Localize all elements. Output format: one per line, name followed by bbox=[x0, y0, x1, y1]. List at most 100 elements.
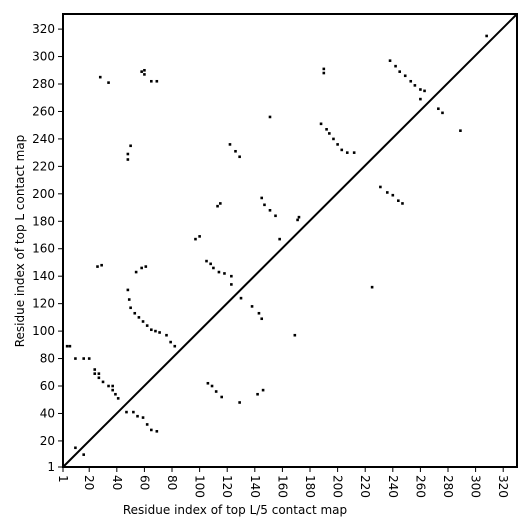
contact-point bbox=[97, 376, 101, 380]
y-tick-label: 320 bbox=[32, 22, 55, 36]
contact-point bbox=[140, 70, 143, 73]
contact-point bbox=[100, 263, 103, 267]
contact-point bbox=[230, 283, 233, 286]
contact-point bbox=[220, 395, 223, 399]
contact-point bbox=[150, 79, 153, 83]
contact-point bbox=[370, 285, 374, 289]
contact-point bbox=[143, 73, 146, 76]
contact-point bbox=[459, 129, 462, 132]
contact-point bbox=[74, 357, 77, 360]
x-tick-label: 200 bbox=[331, 475, 345, 498]
contact-point bbox=[194, 237, 197, 241]
contact-point bbox=[219, 202, 222, 205]
contact-point bbox=[93, 368, 97, 371]
contact-point bbox=[82, 357, 85, 360]
contact-point bbox=[419, 97, 422, 101]
contact-point bbox=[150, 428, 153, 432]
contact-point bbox=[165, 333, 168, 337]
contact-point bbox=[214, 390, 218, 393]
y-tick-label: 1 bbox=[47, 460, 55, 474]
contact-point bbox=[125, 410, 128, 414]
x-tick-label: 40 bbox=[110, 475, 124, 490]
contact-point bbox=[394, 64, 397, 68]
contact-point bbox=[129, 144, 132, 148]
contact-point bbox=[238, 155, 241, 159]
contact-point bbox=[239, 296, 243, 300]
contact-point bbox=[145, 324, 149, 327]
contact-point bbox=[263, 203, 266, 207]
contact-point bbox=[260, 317, 264, 321]
contact-point bbox=[65, 344, 69, 348]
contact-point bbox=[322, 67, 326, 71]
contact-point bbox=[332, 137, 335, 141]
contact-point bbox=[403, 74, 407, 78]
contact-point bbox=[205, 259, 208, 263]
y-tick-label: 220 bbox=[32, 159, 55, 173]
contact-point bbox=[485, 34, 488, 38]
contact-point bbox=[274, 214, 277, 218]
plot-frame bbox=[62, 13, 518, 468]
contact-point bbox=[133, 311, 137, 315]
contact-point bbox=[107, 384, 110, 388]
contact-point bbox=[297, 215, 301, 219]
y-tick-label: 20 bbox=[40, 434, 55, 448]
contact-point bbox=[223, 272, 226, 275]
contact-point bbox=[256, 392, 259, 396]
x-tick-label: 140 bbox=[248, 475, 262, 498]
contact-point bbox=[97, 372, 101, 375]
x-tick-label: 300 bbox=[469, 475, 483, 498]
contact-point bbox=[107, 81, 110, 84]
y-tick-label: 180 bbox=[32, 214, 55, 228]
contact-point bbox=[296, 218, 299, 222]
y-tick-label: 100 bbox=[32, 324, 55, 338]
contact-point bbox=[409, 79, 413, 83]
contact-point bbox=[401, 202, 404, 205]
contact-point bbox=[101, 380, 105, 384]
contact-point bbox=[126, 288, 130, 292]
contact-point bbox=[155, 430, 159, 433]
contact-point bbox=[325, 128, 328, 131]
contact-point bbox=[230, 274, 233, 278]
contact-point bbox=[336, 143, 339, 146]
y-tick-label: 300 bbox=[32, 50, 55, 64]
contact-point bbox=[319, 122, 323, 126]
y-tick-label: 280 bbox=[32, 77, 55, 91]
contact-point bbox=[127, 298, 131, 301]
contact-point bbox=[441, 111, 444, 115]
contact-point bbox=[144, 265, 148, 268]
contact-point bbox=[210, 384, 214, 388]
contact-point bbox=[228, 143, 232, 146]
contact-point bbox=[268, 115, 272, 119]
contact-point bbox=[437, 107, 440, 111]
contact-point bbox=[340, 148, 344, 152]
contact-point bbox=[74, 446, 77, 450]
x-tick-label: 80 bbox=[165, 475, 179, 490]
x-tick-label: 280 bbox=[441, 475, 455, 498]
y-tick-label: 140 bbox=[32, 269, 55, 283]
x-axis-label: Residue index of top L/5 contact map bbox=[123, 503, 347, 517]
contact-point bbox=[82, 453, 85, 456]
y-tick-label: 240 bbox=[32, 132, 55, 146]
contact-point bbox=[268, 209, 272, 212]
contact-point bbox=[87, 357, 91, 360]
contact-point bbox=[116, 397, 120, 400]
contact-point bbox=[137, 316, 141, 319]
x-tick-label: 240 bbox=[386, 475, 400, 498]
contact-point bbox=[397, 199, 400, 202]
contact-point bbox=[379, 185, 382, 189]
contact-point bbox=[328, 132, 331, 135]
contact-point bbox=[212, 266, 215, 270]
y-tick-label: 120 bbox=[32, 297, 55, 311]
contact-point bbox=[155, 79, 159, 83]
contact-point bbox=[388, 59, 392, 62]
contact-point bbox=[169, 340, 172, 344]
contact-point bbox=[260, 196, 264, 200]
contact-point bbox=[322, 71, 326, 75]
contact-point bbox=[136, 414, 139, 418]
contact-point bbox=[111, 384, 114, 388]
x-tick-label: 120 bbox=[220, 475, 234, 498]
contact-point bbox=[126, 152, 130, 156]
y-tick-label: 40 bbox=[40, 406, 55, 420]
contact-point bbox=[141, 416, 145, 419]
